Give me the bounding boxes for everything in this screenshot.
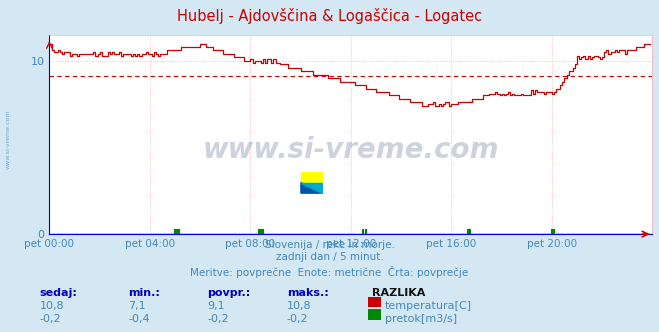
Polygon shape bbox=[301, 183, 322, 193]
Polygon shape bbox=[301, 172, 322, 183]
Text: 7,1: 7,1 bbox=[129, 301, 146, 311]
Text: maks.:: maks.: bbox=[287, 288, 328, 298]
Text: -0,2: -0,2 bbox=[208, 314, 229, 324]
Text: sedaj:: sedaj: bbox=[40, 288, 77, 298]
Text: zadnji dan / 5 minut.: zadnji dan / 5 minut. bbox=[275, 252, 384, 262]
Polygon shape bbox=[301, 183, 322, 193]
Text: -0,2: -0,2 bbox=[40, 314, 61, 324]
Text: min.:: min.: bbox=[129, 288, 160, 298]
Text: Slovenija / reke in morje.: Slovenija / reke in morje. bbox=[264, 240, 395, 250]
Text: -0,4: -0,4 bbox=[129, 314, 150, 324]
Text: www.si-vreme.com: www.si-vreme.com bbox=[5, 110, 11, 169]
Text: Hubelj - Ajdovščina & Logaščica - Logatec: Hubelj - Ajdovščina & Logaščica - Logate… bbox=[177, 8, 482, 24]
Text: 9,1: 9,1 bbox=[208, 301, 225, 311]
Text: Meritve: povprečne  Enote: metrične  Črta: povprečje: Meritve: povprečne Enote: metrične Črta:… bbox=[190, 266, 469, 278]
Text: www.si-vreme.com: www.si-vreme.com bbox=[203, 136, 499, 164]
Text: povpr.:: povpr.: bbox=[208, 288, 251, 298]
Text: temperatura[C]: temperatura[C] bbox=[385, 301, 472, 311]
Text: 10,8: 10,8 bbox=[287, 301, 311, 311]
Text: -0,2: -0,2 bbox=[287, 314, 308, 324]
Text: RAZLIKA: RAZLIKA bbox=[372, 288, 426, 298]
Text: pretok[m3/s]: pretok[m3/s] bbox=[385, 314, 457, 324]
Text: 10,8: 10,8 bbox=[40, 301, 64, 311]
